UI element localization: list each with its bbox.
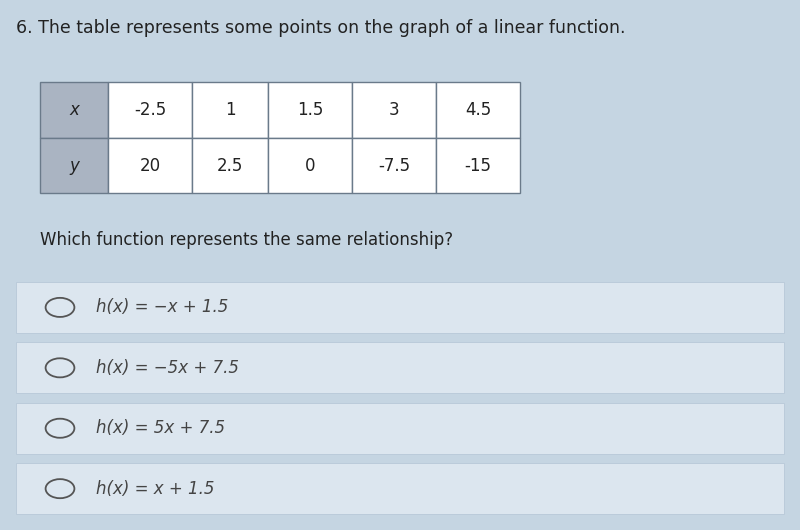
Text: h(x) = −5x + 7.5: h(x) = −5x + 7.5 <box>96 359 239 377</box>
Text: 0: 0 <box>305 157 315 174</box>
Text: -2.5: -2.5 <box>134 101 166 119</box>
FancyBboxPatch shape <box>16 403 784 454</box>
FancyBboxPatch shape <box>108 82 192 138</box>
Text: 1.5: 1.5 <box>297 101 323 119</box>
Text: 20: 20 <box>139 157 161 174</box>
Text: 6. The table represents some points on the graph of a linear function.: 6. The table represents some points on t… <box>16 19 626 37</box>
FancyBboxPatch shape <box>16 282 784 333</box>
FancyBboxPatch shape <box>192 82 268 138</box>
FancyBboxPatch shape <box>108 138 192 193</box>
Text: h(x) = 5x + 7.5: h(x) = 5x + 7.5 <box>96 419 225 437</box>
FancyBboxPatch shape <box>192 138 268 193</box>
Text: -7.5: -7.5 <box>378 157 410 174</box>
Text: 3: 3 <box>389 101 399 119</box>
FancyBboxPatch shape <box>16 463 784 514</box>
Text: -15: -15 <box>465 157 491 174</box>
FancyBboxPatch shape <box>436 82 520 138</box>
FancyBboxPatch shape <box>40 138 108 193</box>
Text: 4.5: 4.5 <box>465 101 491 119</box>
FancyBboxPatch shape <box>352 82 436 138</box>
FancyBboxPatch shape <box>16 342 784 393</box>
Text: h(x) = x + 1.5: h(x) = x + 1.5 <box>96 480 214 498</box>
FancyBboxPatch shape <box>40 82 108 138</box>
FancyBboxPatch shape <box>268 138 352 193</box>
FancyBboxPatch shape <box>436 138 520 193</box>
Text: Which function represents the same relationship?: Which function represents the same relat… <box>40 231 453 249</box>
FancyBboxPatch shape <box>268 82 352 138</box>
Text: 2.5: 2.5 <box>217 157 243 174</box>
FancyBboxPatch shape <box>352 138 436 193</box>
Text: h(x) = −x + 1.5: h(x) = −x + 1.5 <box>96 298 228 316</box>
Text: x: x <box>69 101 79 119</box>
Text: 1: 1 <box>225 101 235 119</box>
Text: y: y <box>69 157 79 174</box>
